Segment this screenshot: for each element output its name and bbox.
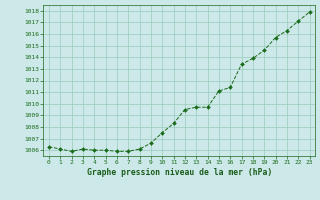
X-axis label: Graphe pression niveau de la mer (hPa): Graphe pression niveau de la mer (hPa): [87, 168, 272, 177]
